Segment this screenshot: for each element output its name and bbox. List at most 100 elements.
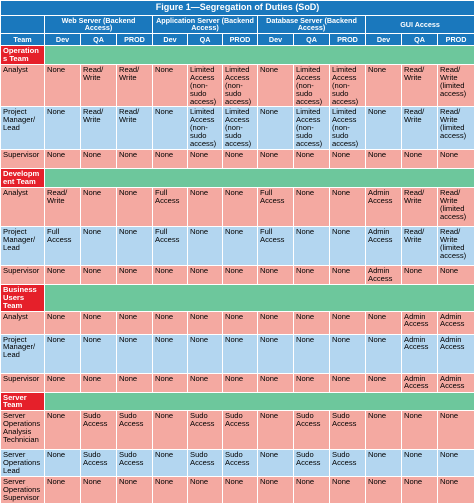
env-header-prod: PROD [438, 33, 474, 45]
access-cell: Full Access [45, 226, 81, 265]
access-cell: None [117, 311, 153, 334]
access-cell: Sudo Access [330, 411, 366, 450]
access-cell: Limited Access (non-sudo access) [188, 107, 223, 149]
access-cell: None [117, 265, 153, 284]
access-cell: None [402, 265, 438, 284]
access-cell: Admin Access [366, 226, 402, 265]
access-cell: None [45, 411, 81, 450]
access-cell: None [294, 477, 330, 504]
access-cell: None [188, 311, 223, 334]
access-cell: Limited Access (non-sudo access) [330, 64, 366, 106]
access-cell: None [81, 265, 117, 284]
access-cell: None [223, 477, 258, 504]
access-cell: None [223, 149, 258, 168]
access-cell: Sudo Access [188, 411, 223, 450]
role-cell: Supervisor [1, 373, 45, 392]
access-cell: None [294, 149, 330, 168]
access-cell: None [153, 450, 188, 477]
access-cell: Full Access [153, 226, 188, 265]
access-cell: None [188, 187, 223, 226]
env-header-dev: Dev [366, 33, 402, 45]
access-cell: None [330, 311, 366, 334]
access-cell: None [153, 149, 188, 168]
access-cell: Full Access [258, 226, 294, 265]
access-cell: Limited Access (non-sudo access) [223, 107, 258, 149]
access-cell: None [188, 477, 223, 504]
access-cell: Limited Access (non-sudo access) [294, 64, 330, 106]
access-cell: None [45, 311, 81, 334]
section-divider-band [45, 284, 474, 311]
access-cell: None [438, 411, 474, 450]
group-header-web-server: Web Server (Backend Access) [45, 16, 153, 34]
env-header-qa: QA [188, 33, 223, 45]
env-header-qa: QA [81, 33, 117, 45]
access-cell: None [45, 373, 81, 392]
access-cell: None [366, 149, 402, 168]
access-cell: Sudo Access [330, 450, 366, 477]
access-cell: None [366, 107, 402, 149]
access-cell: Read/ Write [402, 187, 438, 226]
access-cell: None [81, 311, 117, 334]
access-cell: Limited Access (non-sudo access) [330, 107, 366, 149]
access-cell: Read/ Write [402, 226, 438, 265]
access-cell: None [188, 226, 223, 265]
access-cell: None [366, 450, 402, 477]
access-cell: Admin Access [438, 311, 474, 334]
access-cell: Admin Access [366, 187, 402, 226]
access-cell: None [188, 334, 223, 373]
access-cell: None [45, 477, 81, 504]
access-cell: None [258, 450, 294, 477]
access-cell: None [438, 450, 474, 477]
access-cell: None [402, 477, 438, 504]
access-cell: None [258, 265, 294, 284]
access-cell: None [258, 107, 294, 149]
role-cell: Supervisor [1, 265, 45, 284]
access-cell: None [223, 187, 258, 226]
access-cell: None [366, 334, 402, 373]
access-cell: Full Access [258, 187, 294, 226]
section-label: Development Team [1, 168, 45, 187]
section-label: Operations Team [1, 45, 45, 64]
access-cell: Sudo Access [117, 411, 153, 450]
env-header-dev: Dev [45, 33, 81, 45]
group-header-application-server: Application Server (Backend Access) [153, 16, 258, 34]
access-cell: None [294, 265, 330, 284]
access-cell: None [188, 149, 223, 168]
access-cell: None [81, 149, 117, 168]
access-cell: Read/ Write [402, 64, 438, 106]
access-cell: None [366, 411, 402, 450]
access-cell: Limited Access (non-sudo access) [223, 64, 258, 106]
env-header-dev: Dev [153, 33, 188, 45]
role-cell: Analyst [1, 311, 45, 334]
env-header-qa: QA [294, 33, 330, 45]
access-cell: None [330, 187, 366, 226]
access-cell: None [402, 411, 438, 450]
access-cell: None [188, 265, 223, 284]
access-cell: Read/ Write [45, 187, 81, 226]
access-cell: None [438, 149, 474, 168]
access-cell: None [294, 334, 330, 373]
access-cell: None [330, 334, 366, 373]
section-label: Server Team [1, 392, 45, 411]
access-cell: None [117, 477, 153, 504]
access-cell: None [223, 334, 258, 373]
access-cell: Read/ Write [117, 64, 153, 106]
access-cell: Read/ Write (limited access) [438, 107, 474, 149]
section-divider-band [45, 45, 474, 64]
access-cell: Admin Access [438, 373, 474, 392]
access-cell: None [294, 311, 330, 334]
access-cell: None [402, 149, 438, 168]
access-cell: None [153, 334, 188, 373]
access-cell: None [81, 477, 117, 504]
env-header-prod: PROD [117, 33, 153, 45]
group-header-gui-access: GUI Access [366, 16, 474, 34]
access-cell: None [153, 64, 188, 106]
